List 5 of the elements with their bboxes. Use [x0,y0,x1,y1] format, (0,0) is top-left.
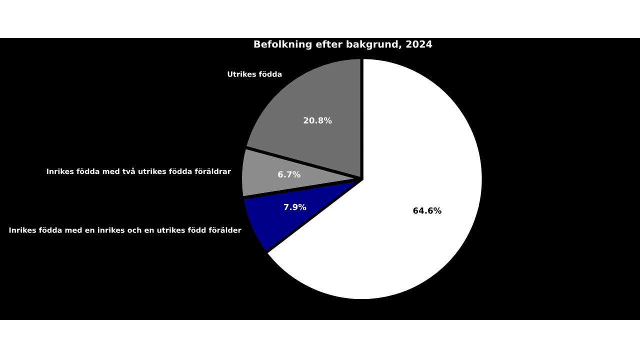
data-label: 20.8% [304,117,332,124]
data-label: 64.6% [413,207,442,214]
data-label: 7.9% [284,204,306,210]
data-label: 6.7% [278,171,300,178]
chart-title: Befolkning efter bakgrund, 2024 [254,40,432,50]
